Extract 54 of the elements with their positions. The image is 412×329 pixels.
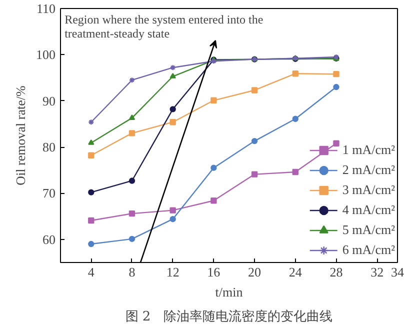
point xyxy=(170,216,176,222)
x-tick-label: 24 xyxy=(288,264,302,280)
point xyxy=(333,70,340,78)
x-tick-label: 20 xyxy=(248,264,262,280)
y-tick-label: 80 xyxy=(42,140,56,155)
y-tick-label: 110 xyxy=(36,1,56,16)
point xyxy=(170,207,176,214)
annotation: Region where the system entered into the treatment-steady state xyxy=(64,12,264,40)
point xyxy=(210,164,217,171)
point xyxy=(292,70,298,77)
point xyxy=(333,84,340,90)
point xyxy=(170,64,176,71)
point xyxy=(128,114,136,120)
point xyxy=(170,106,176,112)
caption: 图 2 除油率随电流密度的变化曲线 xyxy=(125,308,333,324)
x-tick-label: 4 xyxy=(88,264,95,280)
x-tick-label: 28 xyxy=(330,264,343,280)
point xyxy=(128,130,136,136)
point xyxy=(333,140,340,146)
point xyxy=(292,116,298,122)
point xyxy=(251,138,258,144)
point xyxy=(128,210,136,217)
x-tick-label: 32 xyxy=(370,264,384,280)
point xyxy=(128,178,136,184)
point xyxy=(170,119,176,126)
point xyxy=(292,168,298,176)
legend-label: 1 mA/cm² xyxy=(342,142,395,158)
legend-label: 5 mA/cm² xyxy=(342,222,395,238)
point xyxy=(210,97,217,104)
legend-label: 6 mA/cm² xyxy=(342,242,395,258)
legend-label: 2 mA/cm² xyxy=(342,162,395,178)
point xyxy=(88,139,94,145)
point xyxy=(128,236,136,242)
point xyxy=(210,198,217,204)
y-tick-label: 70 xyxy=(42,186,56,201)
x-tick-label: 8 xyxy=(128,264,136,280)
x-tick-label: 34 xyxy=(391,264,404,280)
point xyxy=(251,171,258,178)
point xyxy=(88,217,94,224)
x-tick-label: 16 xyxy=(207,264,221,280)
y-tick-label: 100 xyxy=(36,47,56,62)
x-tick-label: 12 xyxy=(166,264,180,280)
y-axis-title: Oil removal rate/% xyxy=(13,86,28,186)
x-axis-title: t/min xyxy=(215,284,244,300)
point xyxy=(88,240,94,248)
y-tick-label: 90 xyxy=(42,93,56,108)
point xyxy=(128,76,136,84)
legend-label: 4 mA/cm² xyxy=(342,202,395,218)
point xyxy=(170,72,176,78)
point xyxy=(251,87,258,94)
point xyxy=(88,189,94,196)
point xyxy=(88,152,94,158)
legend-label: 3 mA/cm² xyxy=(342,182,395,198)
y-tick-label: 60 xyxy=(42,232,56,247)
